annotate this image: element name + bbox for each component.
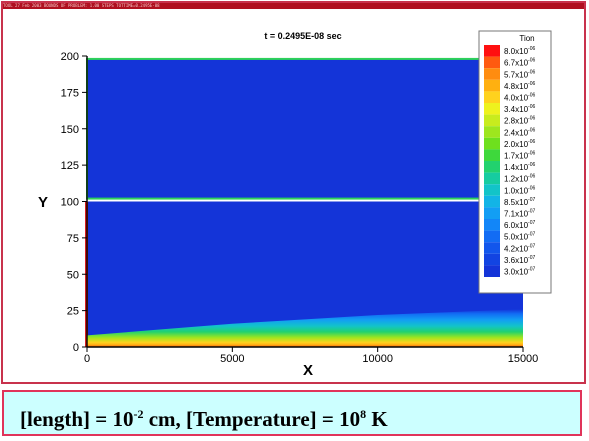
legend-label: 2.8x10-06 <box>504 116 535 126</box>
legend-label: 6.7x10-06 <box>504 58 535 68</box>
legend-swatch <box>484 242 500 254</box>
legend-label: 5.0x10-07 <box>504 232 535 242</box>
legend-label: 3.0x10-07 <box>504 267 535 277</box>
x-tick-label: 0 <box>84 353 90 365</box>
legend-label-exponent: -07 <box>528 209 535 215</box>
legend-title: Tion <box>519 34 534 43</box>
legend-label-exponent: -07 <box>528 267 535 273</box>
legend-swatch <box>484 56 500 69</box>
legend-label: 3.4x10-06 <box>504 104 535 114</box>
x-axis-label: X <box>303 362 313 379</box>
hot-layer-area <box>87 309 523 347</box>
caption-temperature-exponent: 8 <box>360 407 367 421</box>
legend-label: 6.0x10-07 <box>504 220 535 230</box>
legend-label: 5.7x10-06 <box>504 69 535 79</box>
y-tick-label: 125 <box>61 160 79 172</box>
legend-label: 1.7x10-06 <box>504 151 535 161</box>
colorbar-legend: Tion 8.0x10-06 6.7x10-065.7x10-06 4.8x10-06… <box>478 30 552 294</box>
plot-svg: 0 25 50 75 100 125 150 175 200 0 5000 10000 15000 t … <box>38 30 552 379</box>
x-tick-label: 5000 <box>220 353 244 365</box>
y-axis-label: Y <box>38 194 48 211</box>
legend-label: 8.5x10-07 <box>504 197 535 207</box>
legend-label-exponent: -06 <box>528 127 535 133</box>
legend-label-exponent: -06 <box>528 104 535 110</box>
legend-swatch <box>484 103 500 115</box>
legend-label-exponent: -07 <box>528 220 535 226</box>
legend-swatch <box>484 219 500 231</box>
legend-swatch <box>484 79 500 92</box>
legend-label: 8.0x10-06 <box>504 46 535 56</box>
legend-label-exponent: -06 <box>528 151 535 157</box>
legend-label-exponent: -06 <box>528 185 535 191</box>
y-tick-label: 175 <box>61 87 79 99</box>
y-tick-label: 50 <box>67 269 79 281</box>
legend-label-exponent: -06 <box>528 69 535 75</box>
header-bar: TOOL 27 Feb 2003 BOUNDS OF PROBLEM: 1.00… <box>3 3 584 9</box>
legend-swatch <box>484 68 500 80</box>
legend-swatch <box>484 253 500 266</box>
y-tick-label: 25 <box>67 306 79 318</box>
legend-label: 3.6x10-07 <box>504 255 535 265</box>
legend-label: 2.4x10-06 <box>504 127 535 137</box>
domains-layer <box>85 57 524 347</box>
figure-frame: TOOL 27 Feb 2003 BOUNDS OF PROBLEM: 1.00… <box>1 1 586 384</box>
legend-label: 4.2x10-07 <box>504 243 535 253</box>
units-caption: [length] = 10-2 cm, [Temperature] = 108 … <box>2 390 582 436</box>
legend-swatch <box>484 161 500 173</box>
legend-label-exponent: -06 <box>528 139 535 145</box>
legend-swatch <box>484 195 500 208</box>
legend-label-exponent: -06 <box>528 46 535 52</box>
caption-temperature-text: cm, [Temperature] = 10 <box>143 407 361 431</box>
chart-title: t = 0.2495E-08 sec <box>264 31 341 41</box>
legend-swatch <box>484 91 500 103</box>
x-tick-label: 15000 <box>508 353 539 365</box>
legend-swatch <box>484 126 500 138</box>
y-tick-label: 100 <box>61 197 79 209</box>
caption-length-exponent: -2 <box>133 407 144 421</box>
legend-label-exponent: -06 <box>528 174 535 180</box>
y-tick-label: 75 <box>67 233 79 245</box>
legend-label-exponent: -07 <box>528 232 535 238</box>
legend-label: 1.0x10-06 <box>504 185 535 195</box>
legend-label: 1.4x10-06 <box>504 162 535 172</box>
legend-swatch <box>484 137 500 150</box>
legend-swatch <box>484 184 500 196</box>
caption-length-text: [length] = 10 <box>20 407 134 431</box>
y-tick-label: 0 <box>73 342 79 354</box>
legend-label: 4.0x10-06 <box>504 93 535 103</box>
legend-swatch <box>484 114 500 127</box>
legend-label-exponent: -06 <box>528 81 535 87</box>
legend-swatch <box>484 207 500 219</box>
y-tick-label: 150 <box>61 124 79 136</box>
legend-swatch <box>484 172 500 185</box>
legend-label-exponent: -06 <box>528 162 535 168</box>
legend-label: 2.0x10-06 <box>504 139 535 149</box>
legend-label: 7.1x10-07 <box>504 209 535 219</box>
x-tick-label: 10000 <box>362 353 393 365</box>
legend-swatch <box>484 149 500 161</box>
legend-label-exponent: -07 <box>528 243 535 249</box>
legend-label-exponent: -07 <box>528 197 535 203</box>
legend-label-exponent: -06 <box>528 58 535 64</box>
legend-label: 1.2x10-06 <box>504 174 535 184</box>
legend-label-exponent: -06 <box>528 116 535 122</box>
ticks-layer: 0 25 50 75 100 125 150 175 200 0 5000 10000 15000 <box>61 51 539 365</box>
y-tick-label: 200 <box>61 51 79 63</box>
legend-label: 4.8x10-06 <box>504 81 535 91</box>
legend-label-exponent: -07 <box>528 255 535 261</box>
legend-swatch <box>484 265 500 277</box>
caption-unit-text: K <box>366 407 388 431</box>
legend-label-exponent: -06 <box>528 93 535 99</box>
hot-layer-core <box>87 345 523 347</box>
hot-layer <box>87 309 523 347</box>
upper-block <box>87 58 523 199</box>
legend-swatch <box>484 230 500 243</box>
legend-swatch <box>484 45 500 57</box>
